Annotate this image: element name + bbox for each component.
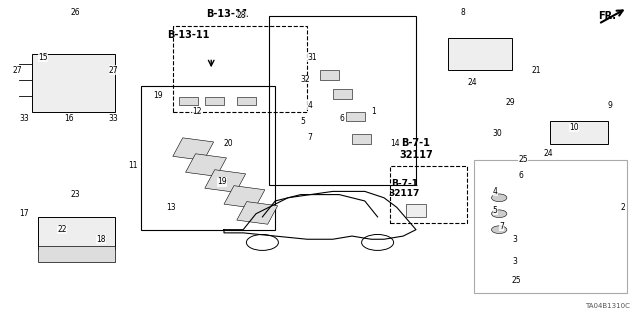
- Text: 30: 30: [493, 130, 502, 138]
- Text: 22: 22: [58, 225, 67, 234]
- Text: 31: 31: [307, 53, 317, 62]
- Bar: [179, 97, 198, 105]
- Text: 5: 5: [493, 206, 498, 215]
- Text: 14: 14: [390, 139, 400, 148]
- Bar: [205, 170, 246, 192]
- Bar: [205, 97, 224, 105]
- Bar: [224, 186, 265, 208]
- Bar: [237, 97, 256, 105]
- Text: B-13-11: B-13-11: [168, 30, 210, 40]
- Bar: [448, 38, 512, 70]
- Text: 25: 25: [512, 276, 522, 285]
- Circle shape: [492, 226, 507, 234]
- Text: 33: 33: [109, 114, 118, 122]
- Text: 26: 26: [70, 8, 80, 17]
- Text: 3: 3: [512, 257, 517, 266]
- Text: FR.: FR.: [598, 11, 616, 21]
- Text: 1: 1: [371, 107, 376, 116]
- Bar: [141, 86, 275, 230]
- Bar: [237, 202, 278, 224]
- Bar: [320, 70, 339, 80]
- Text: 25: 25: [518, 155, 528, 164]
- Bar: [38, 217, 115, 249]
- Text: B-13-11: B-13-11: [206, 9, 248, 19]
- Text: 15: 15: [38, 53, 48, 62]
- Bar: [550, 121, 608, 144]
- Text: 29: 29: [506, 98, 515, 107]
- Circle shape: [492, 194, 507, 202]
- Text: 24: 24: [467, 78, 477, 87]
- Bar: [38, 246, 115, 262]
- Bar: [406, 204, 426, 217]
- Bar: [390, 166, 467, 223]
- Text: 11: 11: [128, 161, 138, 170]
- Text: 33: 33: [19, 114, 29, 122]
- Bar: [333, 89, 352, 99]
- Text: B-7-1
32117: B-7-1 32117: [388, 179, 420, 198]
- Text: 2: 2: [621, 203, 625, 212]
- Text: 19: 19: [154, 91, 163, 100]
- Text: 18: 18: [96, 235, 106, 244]
- Circle shape: [362, 234, 394, 250]
- Text: 7: 7: [307, 133, 312, 142]
- Text: 12: 12: [192, 107, 202, 116]
- Text: 6: 6: [518, 171, 524, 180]
- Bar: [352, 134, 371, 144]
- Bar: [173, 26, 307, 112]
- Text: 10: 10: [570, 123, 579, 132]
- Text: 21: 21: [531, 66, 541, 75]
- Text: 24: 24: [544, 149, 554, 158]
- Text: 28: 28: [237, 11, 246, 20]
- Text: 16: 16: [64, 114, 74, 122]
- Text: 4: 4: [493, 187, 498, 196]
- Text: 17: 17: [19, 209, 29, 218]
- Bar: [474, 160, 627, 293]
- Text: B-7-1
32117: B-7-1 32117: [399, 138, 433, 160]
- Bar: [269, 16, 416, 185]
- Text: TA04B1310C: TA04B1310C: [586, 303, 630, 309]
- Text: 27: 27: [109, 66, 118, 75]
- Text: 4: 4: [307, 101, 312, 110]
- Circle shape: [246, 234, 278, 250]
- Text: 6: 6: [339, 114, 344, 122]
- Text: 19: 19: [218, 177, 227, 186]
- Circle shape: [492, 210, 507, 218]
- Text: 32: 32: [301, 75, 310, 84]
- Text: 7: 7: [499, 222, 504, 231]
- Text: 20: 20: [224, 139, 234, 148]
- Text: 3: 3: [512, 235, 517, 244]
- Bar: [186, 154, 227, 176]
- Text: 23: 23: [70, 190, 80, 199]
- Text: 27: 27: [13, 66, 22, 75]
- Text: 5: 5: [301, 117, 306, 126]
- Bar: [32, 54, 115, 112]
- Text: 9: 9: [608, 101, 613, 110]
- Text: 13: 13: [166, 203, 176, 212]
- Text: 8: 8: [461, 8, 465, 17]
- Bar: [346, 112, 365, 121]
- Bar: [173, 138, 214, 160]
